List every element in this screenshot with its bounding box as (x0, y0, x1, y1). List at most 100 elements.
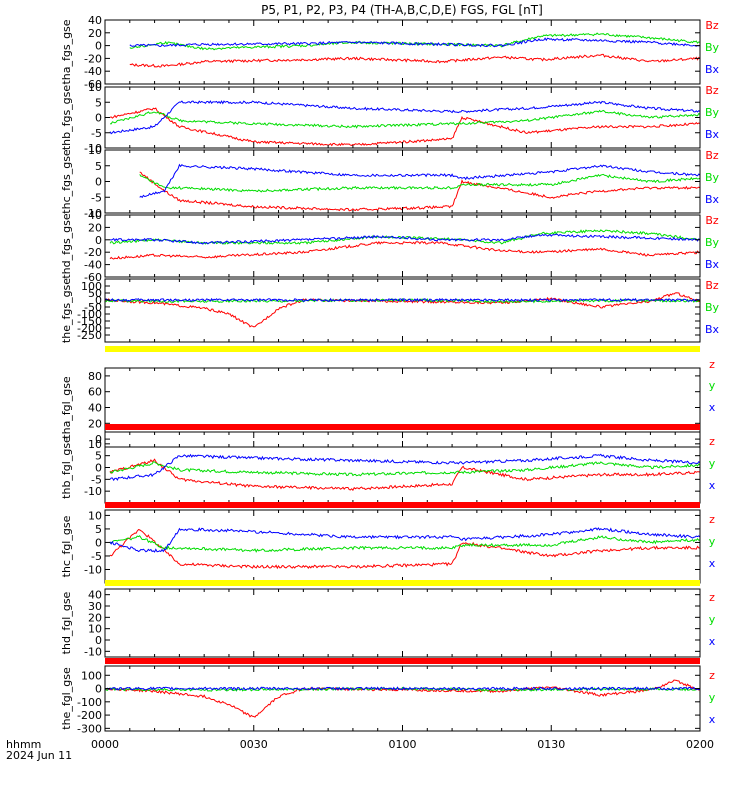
y-tick-label: 20 (88, 27, 102, 40)
x-tick-label: 0000 (91, 738, 119, 751)
y-tick-label: -60 (84, 271, 102, 284)
x-tick-label: 0200 (686, 738, 714, 751)
x-axis-label-date: 2024 Jun 11 (6, 749, 72, 762)
y-tick-label: -100 (77, 696, 102, 709)
panel-ylabel: thb_fgl_gse (60, 436, 73, 499)
y-tick-label: -5 (91, 473, 102, 486)
y-tick-label: -200 (77, 322, 102, 335)
series-by-line (129, 32, 700, 51)
y-tick-label: 5 (95, 450, 102, 463)
series-x-line (109, 527, 700, 553)
y-tick-label: -150 (77, 315, 102, 328)
y-tick-label: 10 (88, 81, 102, 94)
legend-entry-y: y (709, 691, 716, 704)
y-tick-label: -60 (84, 78, 102, 91)
y-tick-label: 40 (88, 402, 102, 415)
series-bx-line (129, 37, 700, 48)
y-tick-label: 60 (88, 386, 102, 399)
panel-frame (104, 278, 701, 343)
y-tick-label: 0 (95, 462, 102, 475)
status-flag-bar (105, 346, 700, 352)
series-bz-line (139, 171, 700, 212)
panel-frame (104, 665, 701, 732)
y-tick-label: 0 (95, 112, 102, 125)
series-bx-line (105, 297, 700, 303)
y-tick-label: 0 (95, 433, 102, 446)
y-tick-label: 0 (95, 683, 102, 696)
y-tick-label: -20 (84, 52, 102, 65)
x-tick-label: 0100 (389, 738, 417, 751)
y-tick-label: -10 (84, 207, 102, 220)
y-tick-label: -100 (77, 308, 102, 321)
y-tick-label: 0 (95, 634, 102, 647)
series-x-line (105, 686, 700, 691)
legend-entry-z: z (709, 435, 715, 448)
x-tick-label: 0030 (240, 738, 268, 751)
y-tick-label: 5 (95, 96, 102, 109)
y-tick-label: 20 (88, 611, 102, 624)
panel-frame (104, 19, 701, 85)
panel-ylabel: thb_fgs_gse (60, 85, 73, 151)
y-tick-label: -10 (84, 142, 102, 155)
legend-entry-bz: Bz (705, 84, 719, 97)
y-tick-label: -10 (84, 645, 102, 658)
y-tick-label: -40 (84, 65, 102, 78)
y-tick-label: 30 (88, 600, 102, 613)
legend-entry-bx: Bx (705, 323, 720, 336)
series-bx-line (139, 163, 700, 199)
panel-ylabel: thc_fgs_gse (60, 149, 73, 214)
legend-entry-bx: Bx (705, 193, 720, 206)
panel-frame (104, 86, 701, 149)
y-tick-label: 40 (88, 589, 102, 602)
panel-ylabel: thc_fgl_gse (60, 515, 73, 577)
series-bz-line (109, 107, 700, 147)
y-tick-label: -300 (77, 722, 102, 735)
panel-thc-fgs-gse: 10 5 0 -5 -10 thc_fgs_gse Bz By Bx (60, 144, 720, 220)
y-tick-label: -5 (91, 191, 102, 204)
y-tick-label: 0 (95, 234, 102, 247)
y-tick-label: -10 (84, 485, 102, 498)
panel-frame (104, 149, 701, 214)
y-tick-label: 80 (88, 370, 102, 383)
legend-entry-bz: Bz (705, 19, 719, 32)
legend-entry-z: z (709, 669, 715, 682)
series-y-line (109, 535, 700, 553)
chart-title: P5, P1, P2, P3, P4 (TH-A,B,C,D,E) FGS, F… (261, 3, 543, 17)
status-flag-bar (105, 658, 700, 664)
legend-entry-z: z (709, 513, 715, 526)
series-bx-line (109, 233, 700, 245)
panel-ylabel: tha_fgl_gse (60, 376, 73, 439)
legend-entry-by: By (705, 106, 720, 119)
legend-entry-bx: Bx (705, 63, 720, 76)
y-tick-label: 40 (88, 209, 102, 222)
y-tick-label: -5 (91, 550, 102, 563)
series-bz-line (109, 240, 700, 260)
legend-entry-z: z (709, 591, 715, 604)
y-tick-label: 5 (95, 160, 102, 173)
panel-frame (104, 509, 701, 584)
y-tick-label: 50 (88, 287, 102, 300)
y-tick-label: 10 (88, 438, 102, 451)
panel-ylabel: the_fgs_gse (60, 278, 73, 343)
series-bx-line (109, 100, 700, 135)
y-tick-label: -20 (84, 246, 102, 259)
series-bz-line (105, 292, 700, 328)
y-tick-label: 100 (81, 669, 102, 682)
series-z-line (109, 458, 700, 492)
legend-entry-bx: Bx (705, 258, 720, 271)
legend-entry-bz: Bz (705, 214, 719, 227)
y-tick-label: -5 (91, 127, 102, 140)
series-bz-line (129, 53, 700, 68)
y-tick-label: -10 (84, 563, 102, 576)
legend-entry-y: y (709, 613, 716, 626)
series-y-line (105, 686, 700, 692)
series-by-line (139, 173, 700, 193)
time-axis: 0000 0030 0100 0130 0200 (91, 738, 714, 751)
